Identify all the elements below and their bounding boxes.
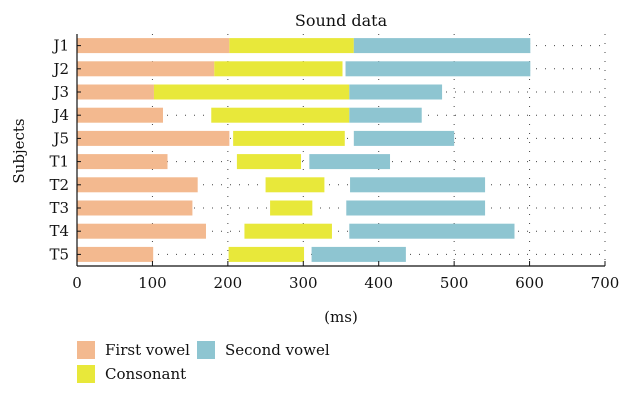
x-tick-label-3: 300 [289, 274, 318, 292]
y-tick-label-J3: J3 [51, 83, 69, 101]
bar-series-0-J4 [77, 107, 163, 123]
bar-series-0-T5 [77, 246, 154, 262]
bar-series-1-J3 [153, 84, 350, 100]
x-tick-label-0: 0 [72, 274, 82, 292]
y-tick-label-J1: J1 [51, 37, 69, 55]
legend-label-1: Consonant [105, 365, 186, 383]
y-tick-label-T4: T4 [49, 222, 69, 240]
bar-series-1-J1 [229, 38, 354, 54]
x-tick-label-1: 100 [138, 274, 167, 292]
legend-swatch-0 [77, 341, 95, 359]
bar-series-1-T5 [228, 246, 305, 262]
bar-series-0-T3 [77, 200, 193, 216]
bar-series-0-T4 [77, 223, 206, 239]
bar-series-1-J5 [233, 130, 345, 146]
x-tick-label-5: 500 [440, 274, 469, 292]
bar-series-0-J5 [77, 130, 230, 146]
x-tick-label-2: 200 [214, 274, 243, 292]
bar-series-0-T2 [77, 177, 198, 193]
x-axis-label: (ms) [324, 308, 358, 326]
x-tick-label-6: 600 [515, 274, 544, 292]
bar-series-2-T4 [349, 223, 515, 239]
y-axis-label: Subjects [10, 118, 28, 183]
bar-series-0-J3 [77, 84, 154, 100]
bar-series-1-J4 [211, 107, 350, 123]
legend-swatch-1 [77, 365, 95, 383]
y-tick-label-T3: T3 [49, 199, 69, 217]
chart-title: Sound data [295, 11, 388, 30]
legend-swatch-2 [197, 341, 215, 359]
bar-series-0-T1 [77, 154, 168, 170]
y-tick-label-T1: T1 [49, 153, 69, 171]
bar-series-2-J2 [345, 61, 531, 77]
y-tick-label-T2: T2 [49, 176, 69, 194]
bar-series-0-J1 [77, 38, 230, 54]
axes: 0 100 200 300 400 500 600 700 J1 J2 J3 J4 J5 T1 T2 T3 T4… [49, 34, 619, 292]
y-tick-label-J4: J4 [51, 106, 69, 124]
bar-series-0-J2 [77, 61, 215, 77]
legend-label-0: First vowel [105, 341, 190, 359]
bar-series-2-J1 [353, 38, 531, 54]
bar-series-2-J5 [353, 130, 455, 146]
bar-series-1-T1 [236, 154, 302, 170]
x-tick-label-7: 700 [591, 274, 620, 292]
bar-series-1-J2 [214, 61, 343, 77]
y-tick-label-T5: T5 [49, 245, 69, 263]
legend-label-2: Second vowel [225, 341, 330, 359]
bar-series-2-T3 [346, 200, 486, 216]
x-tick-label-4: 400 [364, 274, 393, 292]
bar-series-1-T2 [265, 177, 325, 193]
bar-series-1-T3 [270, 200, 313, 216]
bar-series-2-T5 [311, 246, 406, 262]
y-tick-label-J2: J2 [51, 60, 69, 78]
bars [77, 38, 531, 262]
bar-series-2-T2 [350, 177, 486, 193]
legend: First vowel Consonant Second vowel [77, 341, 330, 383]
bar-series-2-J4 [349, 107, 422, 123]
bar-series-2-T1 [309, 154, 391, 170]
bar-series-2-J3 [349, 84, 443, 100]
bar-series-1-T4 [244, 223, 332, 239]
y-tick-label-J5: J5 [51, 129, 69, 147]
